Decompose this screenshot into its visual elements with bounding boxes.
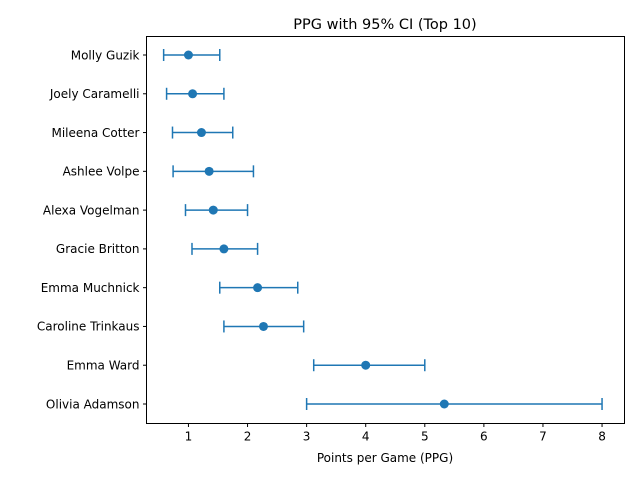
x-tick-label: 7 [539, 430, 547, 444]
x-tick-label: 4 [362, 430, 370, 444]
x-tick-label: 3 [303, 430, 311, 444]
y-tick-label: Emma Ward [67, 359, 140, 373]
axes-frame [146, 36, 625, 424]
y-tick-label: Caroline Trinkaus [37, 320, 140, 334]
y-tick-label: Emma Muchnick [41, 281, 140, 295]
y-tick-label: Joely Caramelli [49, 87, 140, 101]
y-tick-label: Olivia Adamson [46, 397, 140, 411]
y-tick-label: Mileena Cotter [51, 126, 139, 140]
data-point [183, 50, 193, 60]
data-point [253, 283, 263, 293]
data-point [219, 244, 229, 254]
y-tick-label: Ashlee Volpe [63, 165, 140, 179]
y-tick-label: Gracie Britton [56, 242, 140, 256]
data-point [361, 360, 371, 370]
y-tick-label: Alexa Vogelman [43, 203, 140, 217]
x-tick-label: 2 [244, 430, 252, 444]
data-point [258, 321, 268, 331]
x-tick-label: 8 [598, 430, 606, 444]
plot-area: 1 2 3 4 5 6 7 8 Molly Guzik Joely Caramelli Mileen… [37, 48, 606, 443]
data-point [196, 128, 206, 138]
data-point [188, 89, 198, 99]
y-tick-label: Molly Guzik [71, 48, 140, 62]
x-tick-label: 1 [185, 430, 193, 444]
data-point [204, 166, 214, 176]
x-tick-label: 6 [480, 430, 488, 444]
x-axis-label: Points per Game (PPG) [317, 451, 453, 465]
data-point [208, 205, 218, 215]
x-tick-label: 5 [421, 430, 429, 444]
chart-title: PPG with 95% CI (Top 10) [293, 17, 476, 33]
data-point [439, 399, 449, 409]
